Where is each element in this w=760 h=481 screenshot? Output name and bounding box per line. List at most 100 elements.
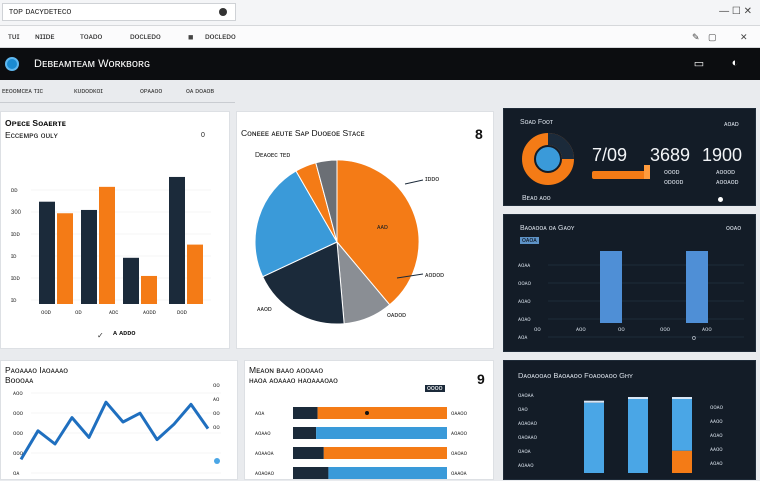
hbar-right-label: ᴀᴏᴀᴏᴏ [451,431,468,437]
stacked-bar-blue [672,399,692,451]
dark-bar-title: Bᴀᴏᴀᴏᴏᴀ ᴏᴀ Gᴀᴏʏ [520,225,575,232]
subnav-item-1[interactable]: ᴇᴇᴏᴏᴍᴄᴇᴀ ᴛɪᴄ [2,88,43,95]
line-y-tick: ᴏᴀ [13,471,19,477]
stacked-bar-cap [628,397,648,399]
bar-card-corner: 0 [201,132,205,139]
subnav-item-2[interactable]: ᴋᴜᴅᴏᴅᴋᴏɪ [74,88,103,95]
hbar-card-corner: 9 [477,371,485,387]
bar-y-tick: ɪᴅᴅ [11,232,20,238]
stacked-left-label: ᴏᴀᴏᴀ [518,449,531,455]
line-side-label: ᴏᴏ [213,425,220,431]
pie-label-6: ᴏᴀᴅᴏᴅ [387,312,406,319]
tab-close-icon[interactable]: ✕ [740,32,748,42]
tab-3[interactable]: ᴛᴏᴀᴅᴏ [80,31,103,41]
dark-bar-x-label: ᴀᴏᴏ [576,327,586,333]
line-side-label: ᴏᴏ [213,411,220,417]
tab-1[interactable]: ᴛᴜɪ [8,31,20,41]
bar-x-label: ᴀᴅᴄ [109,310,118,316]
line-card-title: Pᴀᴏᴀᴀᴀᴏ Iᴀᴏᴀᴀᴀᴏ [5,365,69,375]
app-header: Dᴇʙᴇᴀᴍᴛᴇᴀᴍ Wᴏʀᴋʙᴏʀɢ ▭ ◐ [0,48,760,80]
line-chart-card: Pᴀᴏᴀᴀᴀᴏ Iᴀᴏᴀᴀᴀᴏ Bᴏᴏᴏᴀᴀ ᴀᴏᴏ ᴏᴏᴏ ᴏᴏᴏ ᴏᴏᴏ ᴏᴀ ᴏᴏ ᴀ… [0,360,238,480]
user-icon[interactable]: ◐ [731,57,739,69]
dark-bar-y-tick: ᴀᴏᴀᴏ [518,317,531,323]
pie-chart [254,159,424,325]
tab-4[interactable]: ᴅᴏᴄʟᴇᴅᴏ [130,31,161,41]
bar-y-tick: ɪᴅ [11,254,17,260]
stacked-bar-orange [672,450,692,473]
stacked-left-label: ᴀᴏᴀᴀᴏ [518,463,534,469]
kpi-value-1: 7/09 [592,145,628,165]
dark-bar-footer: ᴏ [692,335,696,342]
window-controls[interactable]: — ☐ ✕ [719,6,752,17]
search-icon[interactable] [219,8,227,16]
dark-bar-corner: ᴏᴏᴀᴏ [726,225,742,232]
browser-topbar: ᴛᴏᴘ ᴅᴀᴄʏᴅᴇᴛᴇᴄᴏ — ☐ ✕ [0,0,760,26]
subnav-divider [0,102,235,103]
hbar-left-label: ᴀᴏᴀᴀᴏᴀ [255,451,274,457]
tab-box-icon[interactable]: ▢ [708,32,717,42]
stacked-title: Dᴀᴏᴀᴏᴏᴀᴏ Bᴀᴏᴀᴀᴏᴏ Fᴏᴀᴏᴏᴀᴏᴏ Gʜʏ [518,371,633,380]
stacked-right-label: ᴏᴏᴀᴏ [710,405,724,411]
bar-navy [39,201,55,304]
hbar-color-segment [323,447,447,459]
calendar-icon[interactable]: ▭ [693,58,705,70]
browser-tabs: ᴛᴜɪ ɴɪɪᴅᴇ ᴛᴏᴀᴅᴏ ᴅᴏᴄʟᴇᴅᴏ ■ ᴅᴏᴄʟᴇᴅᴏ ✎ ▢ ✕ [0,26,760,48]
dark-bar-y-tick: ᴀᴏᴀ [518,335,527,341]
dark-bar-x-label: ᴏᴏ [618,327,625,333]
subnav-item-3[interactable]: ᴏᴘᴀᴀᴏᴏ [140,88,163,95]
bar-card-footer: ᴀ ᴀᴅᴅᴏ [113,330,136,337]
hbar-color-segment [317,407,447,419]
stacked-bar-chart: ᴏᴀᴏᴀᴀᴏᴀᴏᴀᴏᴀᴏᴀᴏᴏᴀᴏᴀᴀᴏᴏᴀᴏᴀᴀᴏᴀᴀᴏᴏᴏᴀᴏᴀᴀᴏᴏᴀᴏᴀ… [518,393,724,473]
address-bar[interactable]: ᴛᴏᴘ ᴅᴀᴄʏᴅᴇᴛᴇᴄᴏ [2,3,236,21]
bar-orange [99,186,115,304]
bar-x-label: ᴏᴏᴅ [41,310,52,316]
hbar-marker [365,411,369,415]
pie-label-2: ɪᴅᴅᴏ [425,176,440,183]
kpi-value-2: 3689 [650,145,691,165]
bar-card-subtitle: Eᴄᴄᴇᴍᴘɢ ᴏᴜʟʏ [5,130,58,140]
stacked-bar-blue [584,402,604,473]
bar-chart: ᴅᴅ 300 ɪᴅᴅ ɪᴅ ɪᴅᴅ ɪᴅ ᴏᴏᴅ ᴏᴅ ᴀᴅᴄ ᴀᴏᴅᴅ ᴅᴏᴅ ✓ [11,176,211,340]
app-title: Dᴇʙᴇᴀᴍᴛᴇᴀᴍ Wᴏʀᴋʙᴏʀɢ [34,58,151,70]
tab-edit-icon[interactable]: ✎ [692,32,700,42]
dark-bar-x-label: ᴏᴏᴏ [660,327,671,333]
hbar-card-subtitle: ʜᴀᴏᴀ ᴀᴏᴀᴀᴀᴏ ʜᴀᴏᴀᴀᴀᴏᴀᴏ [249,375,338,385]
kpi-small-1: ᴏᴏᴏᴅ [664,169,680,176]
tab-lock-icon: ■ [188,32,194,42]
subnav-item-4[interactable]: ᴏᴀ ᴅᴏᴀᴏʙ [186,88,215,95]
hbar-chart: ᴀᴏᴀ ᴏᴀᴀᴏᴏ ᴀᴏᴀᴀᴏ ᴀᴏᴀᴏᴏ ᴀᴏᴀᴀᴏᴀ ᴏᴀᴏᴀᴏ ᴀᴏᴀᴏᴀᴏ ᴏᴀᴀᴏᴀ [255,407,468,479]
sub-navigation: ᴇᴇᴏᴏᴍᴄᴇᴀ ᴛɪᴄ ᴋᴜᴅᴏᴅᴋᴏɪ ᴏᴘᴀᴀᴏᴏ ᴏᴀ ᴅᴏᴀᴏʙ [0,84,760,102]
kpi-footer: Bᴇᴀᴏ ᴀᴏᴏ [522,195,551,202]
kpi-progress-tab [644,165,650,179]
hbar-navy-segment [293,427,317,439]
hbar-right-label: ᴏᴀᴀᴏᴀ [451,471,467,477]
tab-2[interactable]: ɴɪɪᴅᴇ [35,31,55,41]
hbar-left-label: ᴀᴏᴀᴀᴏ [255,431,271,437]
dark-bar [686,251,708,323]
app-logo-icon[interactable] [5,57,19,71]
line-y-tick: ᴏᴏᴏ [13,431,24,437]
kpi-progress-bar [592,171,646,179]
stacked-left-label: ᴏᴀᴏᴀᴀ [518,393,534,399]
pie-leader-line [396,273,424,279]
pie-chart-card: Cᴏɴᴇᴇᴇ ᴀᴇᴜᴛᴇ Sᴀᴘ Dᴜᴏᴇᴏᴇ Sᴛᴀᴄᴇ 8 Dᴇᴀᴏᴇᴄ ᴛ… [236,111,494,349]
kpi-donut [522,133,650,185]
bar-navy [123,257,139,304]
stacked-right-label: ᴀᴏᴀᴏ [710,461,723,467]
hbar-right-label: ᴏᴀᴏᴀᴏ [451,451,468,457]
stacked-right-label: ᴀᴀᴏᴏ [710,419,723,425]
bar-orange [141,275,157,304]
address-text: ᴛᴏᴘ ᴅᴀᴄʏᴅᴇᴛᴇᴄᴏ [9,6,72,16]
kpi-title: Sᴏᴀᴅ Fᴏᴏᴛ [520,119,554,126]
tab-5[interactable]: ᴅᴏᴄʟᴇᴅᴏ [205,31,236,41]
kpi-dot-icon [718,197,723,202]
kpi-small-2: ᴀᴏᴏᴏᴅ [716,169,736,176]
pie-slice [262,241,345,325]
kpi-card: Sᴏᴀᴅ Fᴏᴏᴛ ᴀᴏᴀᴅ 7/09 3689 1900 ᴏᴏᴏᴅ ᴀᴏᴏᴏᴅ… [503,108,756,206]
hbar-card: Mᴇᴀᴏɴ ʙᴀᴀᴏ ᴀᴏᴏᴀᴀᴏ ʜᴀᴏᴀ ᴀᴏᴀᴀᴀᴏ ʜᴀᴏᴀᴀᴀᴏᴀᴏ … [244,360,494,480]
pie-leader-line [404,179,424,185]
kpi-small-4: ᴀᴏᴏᴀᴏᴅ [716,179,739,186]
line-card-subtitle: Bᴏᴏᴏᴀᴀ [5,375,34,385]
